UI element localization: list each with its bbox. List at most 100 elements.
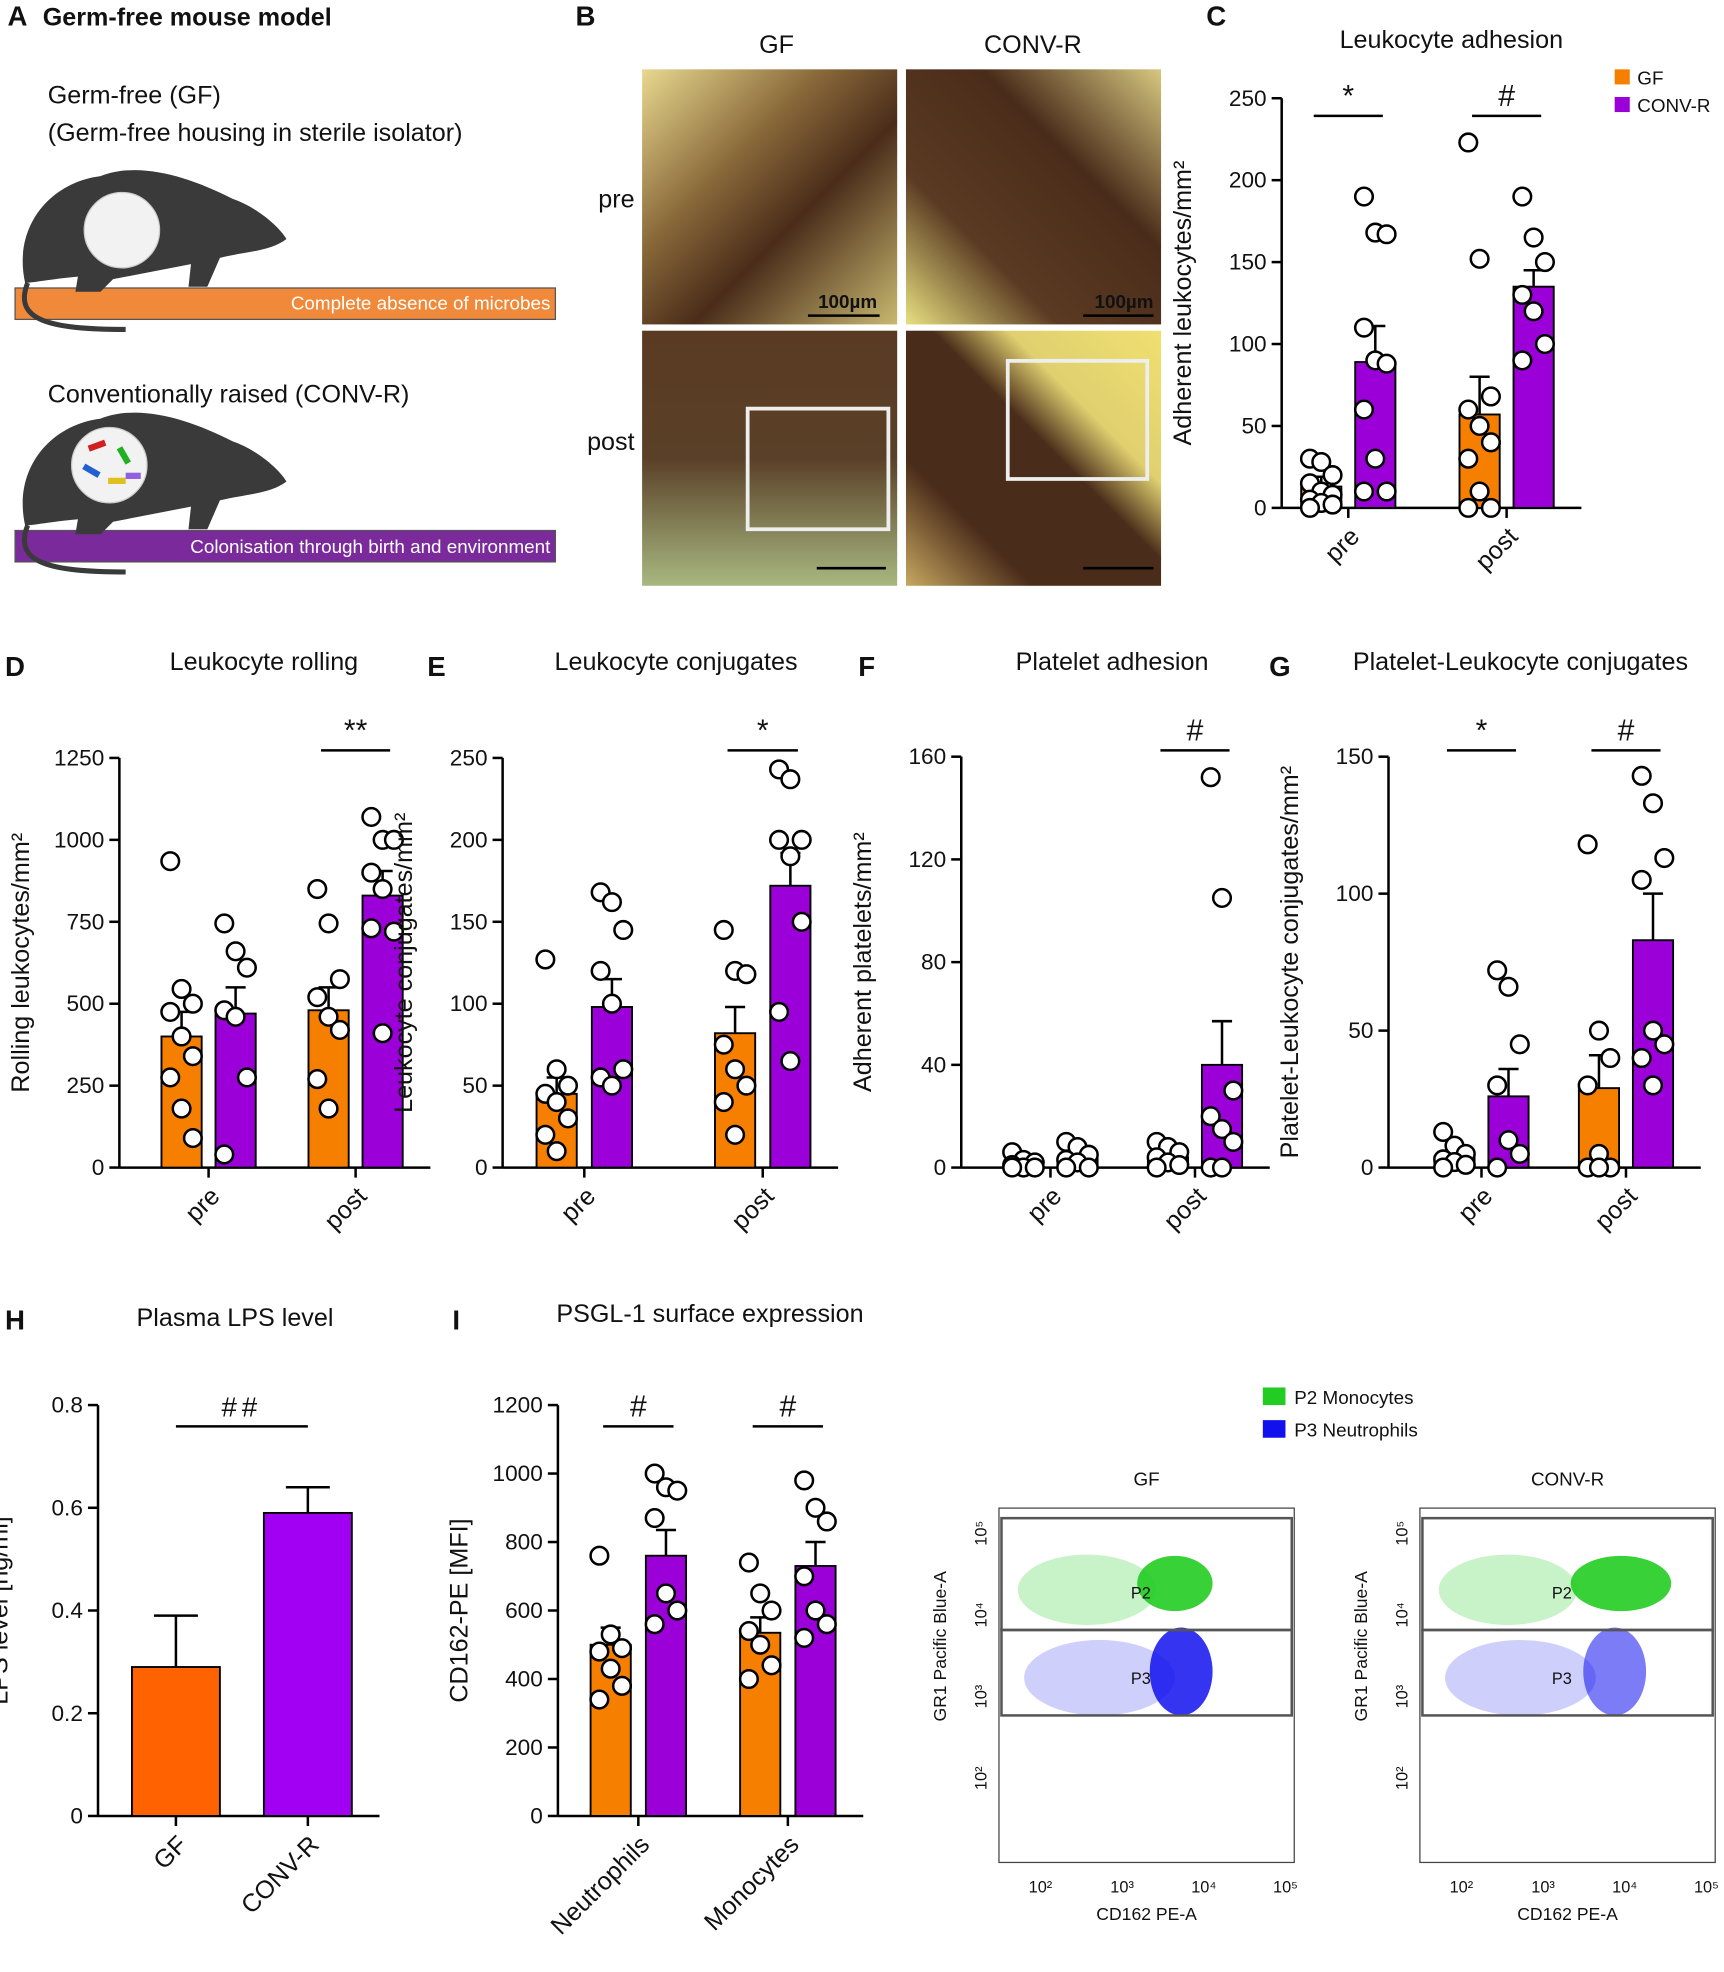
data-point xyxy=(1056,1157,1077,1178)
panel-b: B GF CONV-R pre post 100µm 100µm xyxy=(576,0,1162,586)
mouse-conv xyxy=(22,412,287,535)
y-tick-label: 150 xyxy=(450,909,488,934)
chart-title: Platelet-Leukocyte conjugates xyxy=(1353,648,1688,676)
data-point xyxy=(1311,451,1332,473)
x-tick-label: 10⁵ xyxy=(1273,1879,1298,1897)
data-point xyxy=(1353,186,1375,207)
data-point xyxy=(805,1497,826,1518)
data-point xyxy=(1469,481,1490,502)
bar xyxy=(714,1032,757,1169)
data-point xyxy=(1353,481,1375,502)
legend-swatch xyxy=(1262,1420,1286,1438)
data-point xyxy=(590,960,611,981)
data-point xyxy=(372,878,393,900)
data-point xyxy=(1577,1075,1598,1096)
y-axis-label: Leukocyte conjugates/mm² xyxy=(390,813,418,1113)
micrograph xyxy=(905,69,1162,325)
legend-label: GF xyxy=(1637,67,1663,88)
banner xyxy=(14,529,557,563)
data-point xyxy=(1654,847,1675,869)
data-point xyxy=(1458,497,1479,518)
data-point xyxy=(805,1600,826,1621)
chart-title: Leukocyte adhesion xyxy=(1340,26,1564,54)
cloud xyxy=(1149,1627,1213,1716)
data-point xyxy=(667,1600,688,1621)
y-tick-label: 750 xyxy=(67,909,105,934)
data-point xyxy=(160,1067,181,1088)
x-tick-label: 10² xyxy=(1450,1879,1474,1897)
chart: D Leukocyte rolling Rolling leukocytes/mm²… xyxy=(5,648,431,1236)
data-point xyxy=(307,1069,328,1090)
data-point xyxy=(307,878,328,900)
data-point xyxy=(546,1059,567,1080)
y-tick-label: 10² xyxy=(1393,1766,1411,1790)
data-point xyxy=(1631,869,1652,890)
data-point xyxy=(160,851,181,872)
data-point xyxy=(736,1075,757,1096)
y-tick-label: 250 xyxy=(67,1073,105,1098)
significance-label: ## xyxy=(221,1391,262,1422)
data-point xyxy=(535,1124,556,1145)
data-point xyxy=(1509,1034,1530,1055)
panel-label: F xyxy=(858,651,875,682)
data-point xyxy=(182,1128,203,1149)
y-tick-label: 40 xyxy=(921,1052,946,1077)
data-point xyxy=(713,1034,734,1055)
x-tick-label: pre xyxy=(1022,1182,1067,1227)
x-tick-label: pre xyxy=(180,1182,225,1227)
data-point xyxy=(1455,1154,1476,1175)
chart: G Platelet-Leukocyte conjugates Platelet-L… xyxy=(1269,648,1701,1236)
y-axis-label: Platelet-Leukocyte conjugates/mm² xyxy=(1276,766,1304,1158)
x-tick-label: 10³ xyxy=(1531,1879,1555,1897)
y-tick-label: 1200 xyxy=(493,1393,543,1418)
data-point xyxy=(761,1600,782,1621)
data-point xyxy=(318,1098,339,1119)
roi-box xyxy=(1005,358,1150,481)
error-bar xyxy=(153,1614,198,1668)
flow-plot: GF P2 P3 10² 10³ 10⁴ 10⁵ 10² 10³ 10⁴ 10⁵ CD162 PE-A… xyxy=(930,1468,1298,1924)
data-point xyxy=(791,911,812,932)
y-tick-label: 250 xyxy=(450,745,488,770)
y-axis-label: CD162-PE [MFI] xyxy=(445,1518,473,1702)
x-tick-label: post xyxy=(1589,1182,1642,1235)
plot-frame xyxy=(998,1507,1295,1864)
data-point xyxy=(794,1470,815,1491)
data-point xyxy=(1642,1075,1664,1096)
y-tick-label: 120 xyxy=(908,847,946,872)
gut-icon xyxy=(70,426,148,504)
microbe xyxy=(125,472,141,479)
gate-label: P3 xyxy=(1131,1670,1151,1688)
data-point xyxy=(1365,448,1386,469)
gate xyxy=(1421,1628,1714,1717)
significance-label: # xyxy=(779,1390,796,1423)
data-point xyxy=(1376,481,1397,502)
y-tick-label: 150 xyxy=(1229,250,1267,275)
y-tick-label: 0 xyxy=(92,1155,105,1180)
cloud xyxy=(1017,1554,1157,1625)
data-point xyxy=(644,1614,665,1635)
y-tick-label: 160 xyxy=(908,744,946,769)
y-tick-label: 150 xyxy=(1336,744,1374,769)
cloud xyxy=(1570,1555,1672,1612)
data-point xyxy=(725,1059,746,1080)
data-point xyxy=(318,913,339,934)
cloud xyxy=(1583,1627,1647,1716)
data-point xyxy=(1642,1020,1664,1041)
significance-label: * xyxy=(1342,80,1354,113)
y-axis-label: Rolling leukocytes/mm² xyxy=(7,833,35,1093)
y-tick-label: 0.6 xyxy=(51,1495,82,1520)
error-bar xyxy=(285,1485,330,1513)
significance-label: * xyxy=(757,714,769,747)
heading: Conventionally raised (CONV-R) xyxy=(48,380,410,408)
y-tick-label: 200 xyxy=(505,1735,543,1760)
panel-label: D xyxy=(5,651,25,682)
data-point xyxy=(361,918,382,939)
legend-swatch xyxy=(1614,69,1630,85)
x-tick-label: post xyxy=(1470,522,1523,575)
plot-title: GF xyxy=(1134,1468,1160,1489)
y-tick-label: 0 xyxy=(1254,495,1267,520)
data-point xyxy=(1376,353,1397,374)
y-tick-label: 10² xyxy=(972,1766,990,1790)
chart-title: Plasma LPS level xyxy=(137,1304,334,1332)
